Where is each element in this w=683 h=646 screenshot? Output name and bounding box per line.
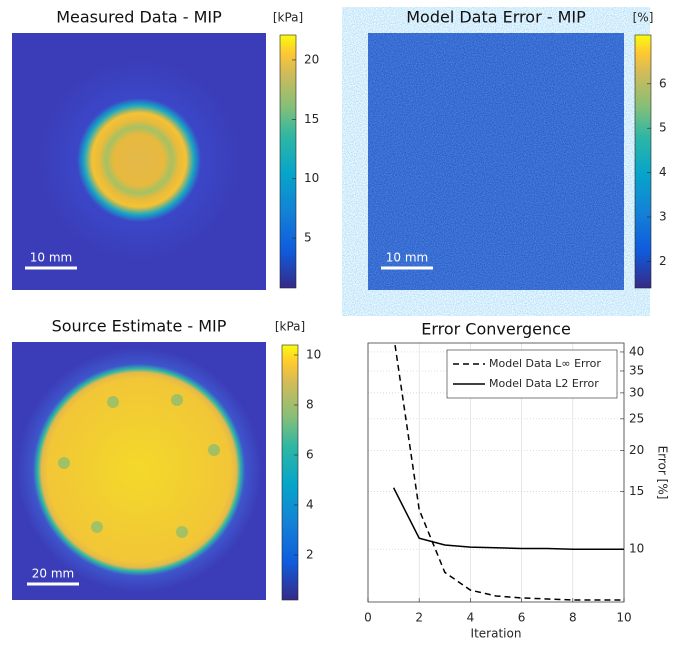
- series-line: [392, 487, 624, 550]
- panel-title: Source Estimate - MIP: [52, 317, 227, 336]
- legend-label: Model Data L∞ Error: [489, 357, 601, 370]
- y-tick-label: 15: [629, 484, 644, 498]
- colorbar-tick-label: 6: [306, 448, 314, 462]
- colorbar-tick-label: 6: [659, 76, 667, 90]
- colorbar-label: [kPa]: [275, 320, 305, 334]
- colorbar: [281, 344, 299, 601]
- y-axis-label: Error [%]: [656, 446, 670, 500]
- x-tick-label: 0: [364, 611, 372, 625]
- colorbar-tick-label: 20: [304, 52, 319, 66]
- colorbar: [279, 34, 297, 289]
- image-1: [12, 33, 266, 290]
- colorbar-tick-label: 3: [659, 209, 667, 223]
- colorbar-label: [%]: [633, 11, 654, 25]
- x-tick-label: 10: [616, 611, 631, 625]
- colorbar-tick-label: 10: [304, 171, 319, 185]
- colorbar-label: [kPa]: [273, 11, 303, 25]
- axes-box: [367, 342, 625, 603]
- scale-bar-label: 10 mm: [386, 251, 428, 265]
- legend-label: Model Data L2 Error: [489, 377, 599, 390]
- y-tick-label: 40: [629, 344, 644, 358]
- y-tick-label: 10: [629, 542, 644, 556]
- x-tick-label: 2: [415, 611, 423, 625]
- colorbar-tick-label: 4: [306, 498, 314, 512]
- image-3: [12, 342, 266, 600]
- y-tick-label: 35: [629, 363, 644, 377]
- panel-title: Model Data Error - MIP: [406, 8, 586, 27]
- scale-bar-label: 10 mm: [30, 251, 72, 265]
- x-axis-label: Iteration: [471, 627, 522, 641]
- colorbar-tick-label: 5: [659, 121, 667, 135]
- panel-title: Error Convergence: [421, 320, 571, 339]
- colorbar-tick-label: 10: [306, 348, 321, 362]
- colorbar-tick-label: 4: [659, 165, 667, 179]
- colorbar: [634, 34, 652, 289]
- image-2: [368, 33, 624, 290]
- colorbar-tick-label: 15: [304, 112, 319, 126]
- y-tick-label: 30: [629, 385, 644, 399]
- y-tick-label: 20: [629, 443, 644, 457]
- colorbar-tick-label: 2: [306, 548, 314, 562]
- x-tick-label: 4: [467, 611, 475, 625]
- panel-title: Measured Data - MIP: [56, 8, 222, 27]
- x-tick-label: 8: [569, 611, 577, 625]
- scale-bar-label: 20 mm: [32, 567, 74, 581]
- colorbar-tick-label: 8: [306, 398, 314, 412]
- y-tick-label: 25: [629, 411, 644, 425]
- colorbar-tick-label: 5: [304, 231, 312, 245]
- x-tick-label: 6: [518, 611, 526, 625]
- colorbar-tick-label: 2: [659, 254, 667, 268]
- legend: [446, 349, 618, 399]
